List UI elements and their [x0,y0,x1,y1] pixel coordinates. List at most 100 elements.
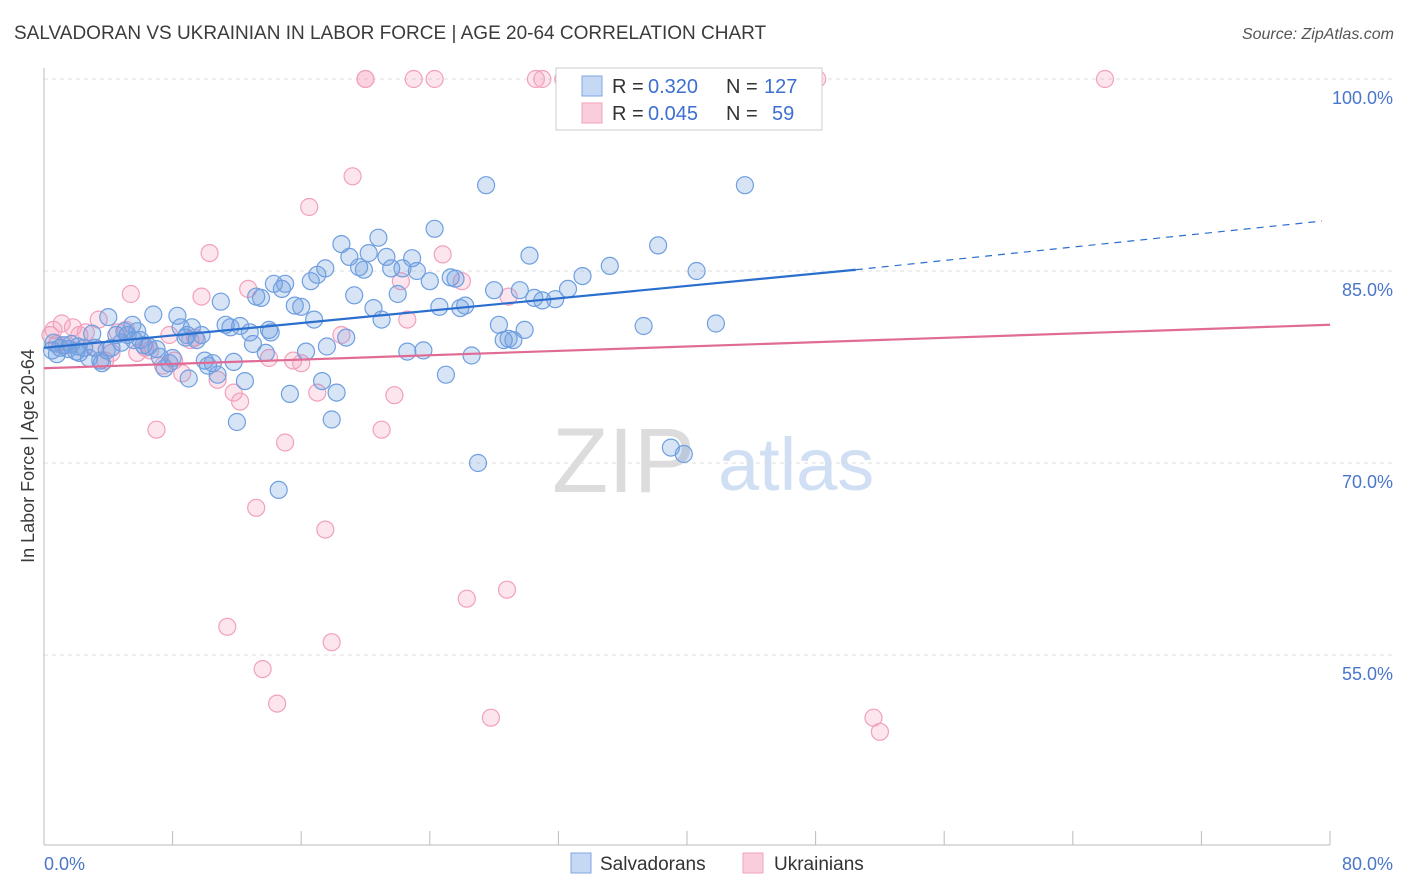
salvadoran-point-95 [462,346,481,365]
ukrainian-point-49 [398,310,417,329]
salvadoran-point-37 [192,325,211,345]
salvadoran-point-121 [97,341,116,360]
y-axis-ticks: 100.0% 85.0% 70.0% 55.0% [1332,88,1393,684]
ukrainian-point-18 [147,420,166,439]
legend-n-label-1: N = [726,103,758,125]
watermark-atlas: atlas [718,423,874,506]
ukrainian-point-51 [433,245,452,264]
bottom-legend-swatch-ukrainians [742,852,764,874]
legend-n-value-0: 127 [764,76,797,98]
salvadoran-point-79 [377,247,396,266]
salvadoran-point-111 [600,256,619,275]
salvadoran-point-75 [359,244,378,263]
ukrainian-point-54 [497,580,517,599]
ukrainian-point-44 [343,167,362,186]
salvadoran-point-70 [337,328,356,347]
ukrainian-point-66 [870,722,890,741]
legend-r-value-0: 0.320 [648,76,698,98]
watermark: ZIP atlas [552,410,874,512]
ukrainian-point-46 [372,420,391,439]
salvadoran-point-109 [558,279,578,298]
salvadoran-point-15 [99,308,118,327]
salvadoran-point-83 [398,342,417,361]
salvadoran-point-78 [372,310,391,329]
salvadoran-point-45 [227,412,246,432]
ukrainian-point-25 [192,287,211,306]
legend-swatch-salvadorans [581,75,603,97]
salvadoran-point-92 [446,269,465,288]
salvadoran-point-103 [510,281,529,300]
salvadoran-point-97 [477,176,496,195]
legend-swatch-ukrainians [581,102,603,124]
salvadoran-point-112 [634,316,653,336]
ukrainian-point-35 [268,694,287,713]
salvadoran-point-62 [301,272,320,291]
ukrainian-point-64 [1095,69,1115,89]
gridlines [44,78,1394,656]
salvadoran-point-59 [285,296,304,315]
salvadoran-point-58 [280,384,299,403]
salvadoran-point-126 [316,259,335,278]
chart-title: SALVADORAN VS UKRAINIAN IN LABOR FORCE |… [14,23,766,44]
bottom-legend-swatch-salvadorans [570,852,592,874]
bottom-legend-label-ukrainians: Ukrainians [774,854,864,875]
x-axis-ticks: 0.0% 80.0% [43,831,1393,874]
ukrainian-point-39 [300,197,319,217]
salvadoran-point-113 [648,236,668,255]
ukrainian-point-29 [224,383,243,402]
legend-n-label-0: N = [726,76,758,98]
ukrainian-point-43 [332,325,351,345]
salvadoran-point-41 [208,365,227,384]
trend-lines [43,220,1331,370]
trend-line-salvadorans [43,268,856,349]
x-tick-label-1: 80.0% [1342,854,1393,874]
salvadoran-point-118 [735,176,755,195]
salvadoran-point-94 [456,296,475,315]
salvadoran-point-61 [296,342,316,361]
salvadoran-point-105 [520,246,539,265]
chart-source: Source: ZipAtlas.com [1242,26,1394,43]
ukrainian-point-61 [533,69,552,89]
y-axis-label: In Labor Force | Age 20-64 [18,349,38,563]
bottom-legend: Salvadorans Ukrainians [570,852,864,875]
ukrainian-point-30 [231,392,250,411]
y-tick-label-3: 55.0% [1342,664,1393,684]
salvadoran-point-85 [407,261,426,281]
ukrainian-point-60 [404,69,423,89]
ukrainian-point-14 [121,284,140,304]
salvadoran-point-115 [674,444,693,464]
salvadoran-point-25 [144,305,163,324]
ukrainian-point-34 [259,348,279,368]
ukrainian-point-40 [308,383,327,402]
ukrainian-point-53 [481,708,500,727]
salvadoran-point-51 [251,288,271,307]
salvadoran-point-47 [235,372,254,391]
y-tick-label-1: 85.0% [1342,280,1393,300]
legend-n-value-1: 59 [772,103,794,125]
salvadoran-point-77 [369,228,388,247]
ukrainian-point-32 [247,498,266,517]
salvadoran-point-63 [305,310,324,329]
ukrainian-point-41 [316,520,335,539]
ukrainian-point-27 [208,370,227,389]
salvadoran-point-88 [425,219,444,238]
salvadoran-point-117 [706,314,726,333]
bottom-legend-label-salvadorans: Salvadorans [600,854,706,875]
ukrainian-point-33 [253,659,272,679]
salvadoran-point-44 [221,318,240,337]
points [41,69,1115,741]
salvadoran-point-116 [687,261,706,281]
ukrainian-point-36 [276,433,295,452]
salvadoran-point-31 [168,306,187,325]
trend-line-ukrainians [43,323,1331,370]
ukrainian-point-26 [200,244,219,263]
salvadoran-point-55 [269,480,288,499]
salvadoran-point-67 [322,410,341,429]
salvadoran-point-42 [211,292,230,311]
salvadoran-point-56 [272,279,291,298]
salvadoran-point-72 [345,286,364,305]
ukrainian-point-47 [385,386,404,405]
ukrainian-point-56 [526,69,546,89]
salvadoran-point-30 [163,348,182,368]
